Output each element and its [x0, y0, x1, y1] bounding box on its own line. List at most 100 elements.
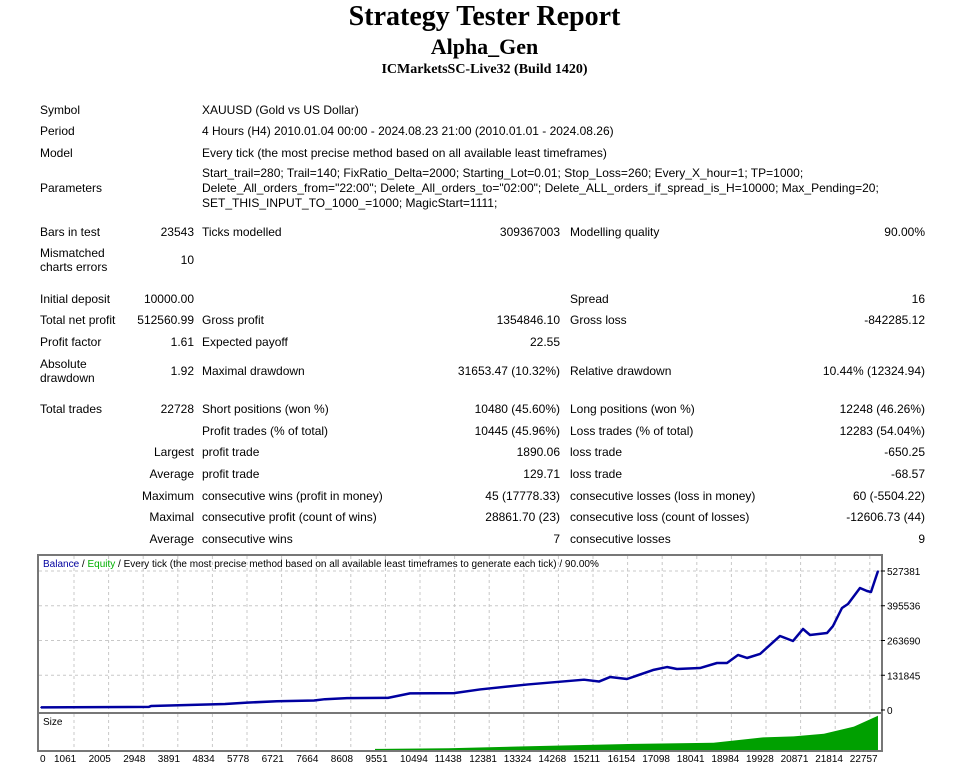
balance-point	[224, 703, 226, 705]
param-line: SET_THIS_INPUT_TO_1000_=1000; MagicStart…	[202, 196, 498, 210]
row-net-profit: Total net profit 512560.99 Gross profit …	[0, 313, 969, 333]
label: Mismatched	[40, 246, 105, 260]
label: Parameters	[40, 181, 103, 195]
row-parameters: Parameters Start_trail=280; Trail=140; F…	[0, 166, 969, 212]
chart-legend: Balance / Equity / Every tick (the most …	[43, 559, 599, 570]
row-average-consecutive: Average consecutive wins 7 consecutive l…	[0, 532, 969, 552]
label: Absolute	[40, 357, 87, 371]
row-drawdown: Absolute drawdown 1.92 Maximal drawdown …	[0, 357, 969, 387]
value: 1.92	[170, 364, 194, 378]
value: 10.44% (12324.94)	[822, 364, 925, 378]
balance-point	[313, 699, 315, 702]
value: 7	[553, 532, 560, 546]
row-bars: Bars in test 23543 Ticks modelled 309367…	[0, 225, 969, 245]
size-label: Size	[43, 717, 63, 728]
main-plot-frame	[37, 554, 883, 714]
label: consecutive profit (count of wins)	[202, 510, 377, 524]
label: Gross profit	[202, 313, 265, 327]
x-tick-label: 1061	[54, 754, 77, 765]
balance-point	[737, 654, 739, 656]
x-tick-label: 19928	[746, 754, 774, 765]
row-maximum: Maximum consecutive wins (profit in mone…	[0, 489, 969, 509]
label: Expected payoff	[202, 335, 288, 349]
value: 90.00%	[884, 225, 925, 239]
prefix: Maximum	[141, 489, 194, 503]
x-tick-label: 18984	[711, 754, 739, 765]
server-build: ICMarketsSC-Live32 (Build 1420)	[381, 62, 588, 77]
y-tick-label: 263690	[887, 637, 921, 648]
label: Bars in test	[40, 225, 101, 239]
value: 45 (17778.33)	[485, 489, 560, 503]
value: 22728	[160, 402, 194, 416]
balance-point	[453, 692, 455, 694]
label: Relative drawdown	[570, 364, 672, 378]
legend-sep: /	[79, 559, 87, 570]
balance-point	[802, 628, 804, 630]
balance-point	[726, 662, 728, 664]
balance-point	[324, 698, 326, 700]
balance-point	[866, 590, 868, 592]
balance-point	[746, 657, 748, 659]
value: 129.71	[523, 467, 560, 481]
size-series	[374, 715, 878, 750]
balance-point	[40, 706, 42, 709]
param-line: Delete_All_orders_from="22:00"; Delete_A…	[202, 181, 879, 195]
label: Profit trades (% of total)	[202, 424, 329, 438]
x-tick-label: 14268	[538, 754, 566, 765]
balance-point	[479, 688, 481, 691]
label: Total trades	[40, 402, 103, 416]
x-tick-label: 20871	[781, 754, 809, 765]
prefix: Largest	[153, 445, 194, 459]
balance-point	[832, 625, 834, 627]
value: Every tick (the most precise method base…	[202, 146, 607, 160]
row-model: Model Every tick (the most precise metho…	[0, 146, 969, 166]
x-tick-label: 7664	[296, 754, 319, 765]
row-average: Average profit trade 129.71 loss trade -…	[0, 467, 969, 487]
x-tick-label: 21814	[815, 754, 843, 765]
balance-point	[779, 635, 781, 637]
row-profit-trades: Profit trades (% of total) 10445 (45.96%…	[0, 424, 969, 444]
x-tick-label: 18041	[677, 754, 705, 765]
grid	[39, 556, 881, 750]
label: consecutive loss (count of losses)	[570, 510, 750, 524]
balance-point	[699, 667, 701, 669]
value: -68.57	[890, 467, 925, 481]
x-tick-label: 8608	[331, 754, 354, 765]
row-period: Period 4 Hours (H4) 2010.01.04 00:00 - 2…	[0, 124, 969, 144]
balance-point	[877, 570, 879, 572]
x-tick-label: 0	[40, 754, 46, 765]
value: 1354846.10	[496, 313, 560, 327]
x-tick-label: 6721	[262, 754, 285, 765]
row-symbol: Symbol XAUUSD (Gold vs US Dollar)	[0, 103, 969, 123]
value: 23543	[160, 225, 194, 239]
x-tick-label: 9551	[365, 754, 388, 765]
x-ticks: 0 1061 2005 2948 3891 4834 5778 6721 7664 8608 955…	[40, 754, 878, 765]
value: -842285.12	[864, 313, 925, 327]
label: Modelling quality	[570, 225, 660, 239]
value: -12606.73 (44)	[846, 510, 925, 524]
label: Gross loss	[570, 313, 627, 327]
value: 309367003	[499, 225, 560, 239]
x-tick-label: 4834	[192, 754, 215, 765]
legend-equity: Equity	[87, 559, 115, 570]
x-tick-label: 16154	[608, 754, 636, 765]
row-total-trades: Total trades 22728 Short positions (won …	[0, 402, 969, 422]
row-profit-factor: Profit factor 1.61 Expected payoff 22.55	[0, 335, 969, 355]
x-tick-label: 5778	[227, 754, 250, 765]
label: Total net profit	[40, 313, 116, 327]
label: loss trade	[570, 467, 623, 481]
balance-series	[40, 570, 880, 709]
label: Ticks modelled	[202, 225, 282, 239]
row-largest: Largest profit trade 1890.06 loss trade …	[0, 445, 969, 465]
row-maximal: Maximal consecutive profit (count of win…	[0, 510, 969, 530]
x-tick-label: 10494	[400, 754, 428, 765]
value: 10445 (45.96%)	[474, 424, 560, 438]
label: Long positions (won %)	[570, 402, 695, 416]
balance-point	[346, 697, 348, 699]
value: XAUUSD (Gold vs US Dollar)	[202, 103, 359, 117]
balance-point	[676, 668, 678, 670]
y-tick-label: 131845	[887, 671, 921, 682]
label: Maximal drawdown	[202, 364, 305, 378]
balance-point	[246, 701, 248, 704]
